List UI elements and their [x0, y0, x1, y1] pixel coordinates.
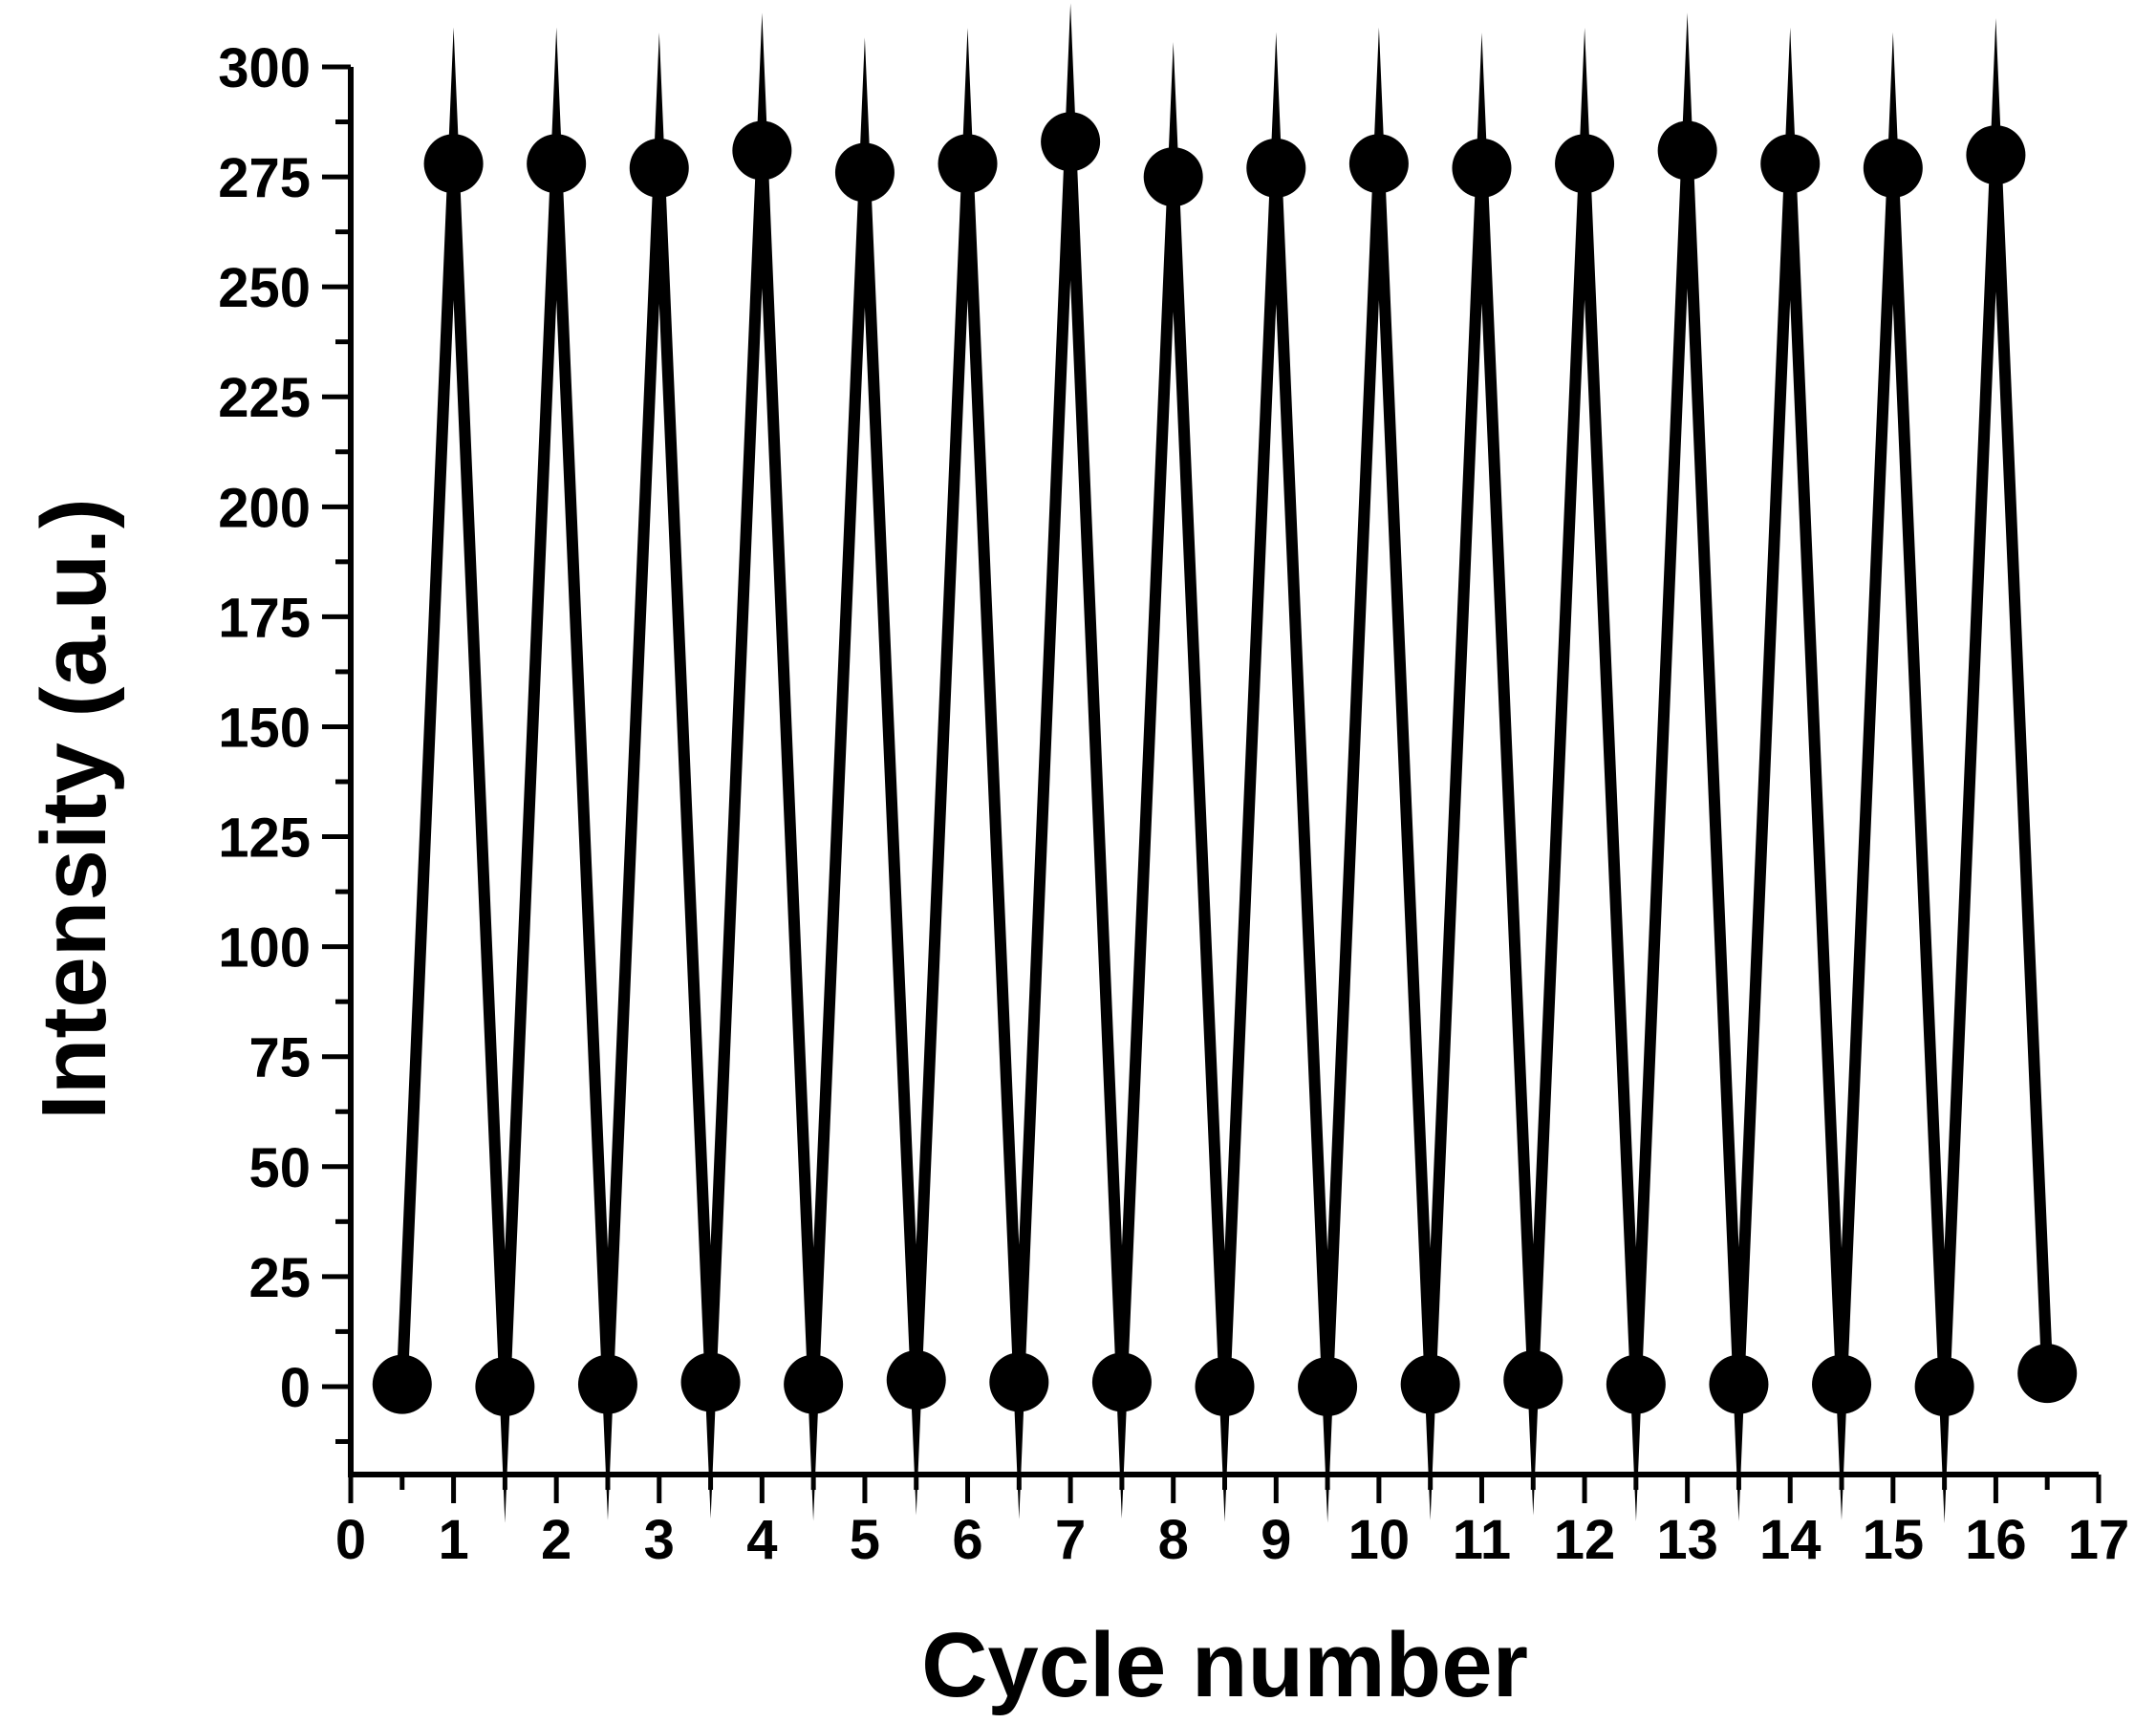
data-point: [1091, 1352, 1152, 1412]
data-point: [2017, 1344, 2078, 1404]
data-point: [989, 1352, 1049, 1412]
x-tick-label: 9: [1261, 1509, 1291, 1571]
data-point: [1246, 138, 1306, 198]
y-axis-title: Intensity (a.u.): [23, 498, 125, 1120]
data-point: [834, 142, 895, 203]
x-tick-label: 6: [952, 1509, 982, 1571]
y-tick-label: 125: [218, 808, 311, 870]
x-tick-label: 1: [438, 1509, 468, 1571]
x-tick-label: 3: [644, 1509, 675, 1571]
data-point: [1348, 134, 1409, 194]
x-tick-label: 16: [1965, 1509, 2027, 1571]
x-tick-label: 5: [850, 1509, 880, 1571]
x-tick-label: 8: [1158, 1509, 1189, 1571]
y-tick-label: 225: [218, 367, 311, 429]
series-line: [396, 3, 2054, 1523]
data-point: [1195, 1356, 1255, 1416]
data-point: [1143, 147, 1203, 207]
data-point: [1452, 138, 1512, 198]
data-point: [1657, 120, 1717, 181]
y-tick-label: 150: [218, 697, 311, 759]
x-tick-label: 11: [1453, 1509, 1511, 1571]
data-point: [1400, 1354, 1460, 1414]
data-point: [629, 138, 689, 198]
data-point: [1914, 1356, 1974, 1416]
data-point: [577, 1354, 637, 1414]
data-point: [680, 1352, 741, 1412]
y-tick-label: 250: [218, 257, 311, 319]
data-point: [1041, 112, 1101, 172]
x-tick-label: 13: [1656, 1509, 1718, 1571]
y-tick-label: 300: [218, 37, 311, 99]
data-point: [784, 1354, 844, 1414]
y-tick-label: 75: [248, 1027, 311, 1089]
x-tick-label: 0: [335, 1509, 366, 1571]
data-point: [1760, 134, 1821, 194]
data-point: [1555, 134, 1615, 194]
data-point: [1606, 1354, 1666, 1414]
x-tick-label: 15: [1863, 1509, 1925, 1571]
series-line-group: [396, 3, 2054, 1523]
y-tick-label: 0: [280, 1357, 311, 1419]
data-point: [475, 1356, 535, 1416]
data-point: [1812, 1354, 1872, 1414]
data-point: [732, 120, 792, 181]
x-tick-label: 10: [1348, 1509, 1411, 1571]
x-tick-label: 14: [1759, 1509, 1822, 1571]
y-tick-label: 275: [218, 147, 311, 209]
data-point: [1503, 1350, 1563, 1411]
data-point: [423, 134, 484, 194]
x-tick-label: 12: [1554, 1509, 1616, 1571]
data-point: [1863, 138, 1923, 198]
data-point: [886, 1350, 946, 1411]
x-tick-label: 7: [1055, 1509, 1086, 1571]
x-tick-label: 17: [2068, 1509, 2130, 1571]
data-point: [1966, 125, 2026, 185]
y-tick-label: 50: [248, 1137, 311, 1199]
series-points-group: [372, 112, 2078, 1416]
x-tick-label: 2: [541, 1509, 571, 1571]
data-point: [938, 134, 998, 194]
x-tick-label: 4: [746, 1509, 777, 1571]
y-tick-label: 100: [218, 917, 311, 980]
data-point: [527, 134, 587, 194]
data-point: [1298, 1356, 1358, 1416]
data-point: [1709, 1354, 1769, 1414]
data-point: [372, 1354, 432, 1414]
x-axis-title: Cycle number: [921, 1614, 1528, 1716]
y-tick-label: 175: [218, 587, 311, 649]
y-tick-label: 25: [248, 1247, 311, 1309]
y-tick-label: 200: [218, 477, 311, 539]
